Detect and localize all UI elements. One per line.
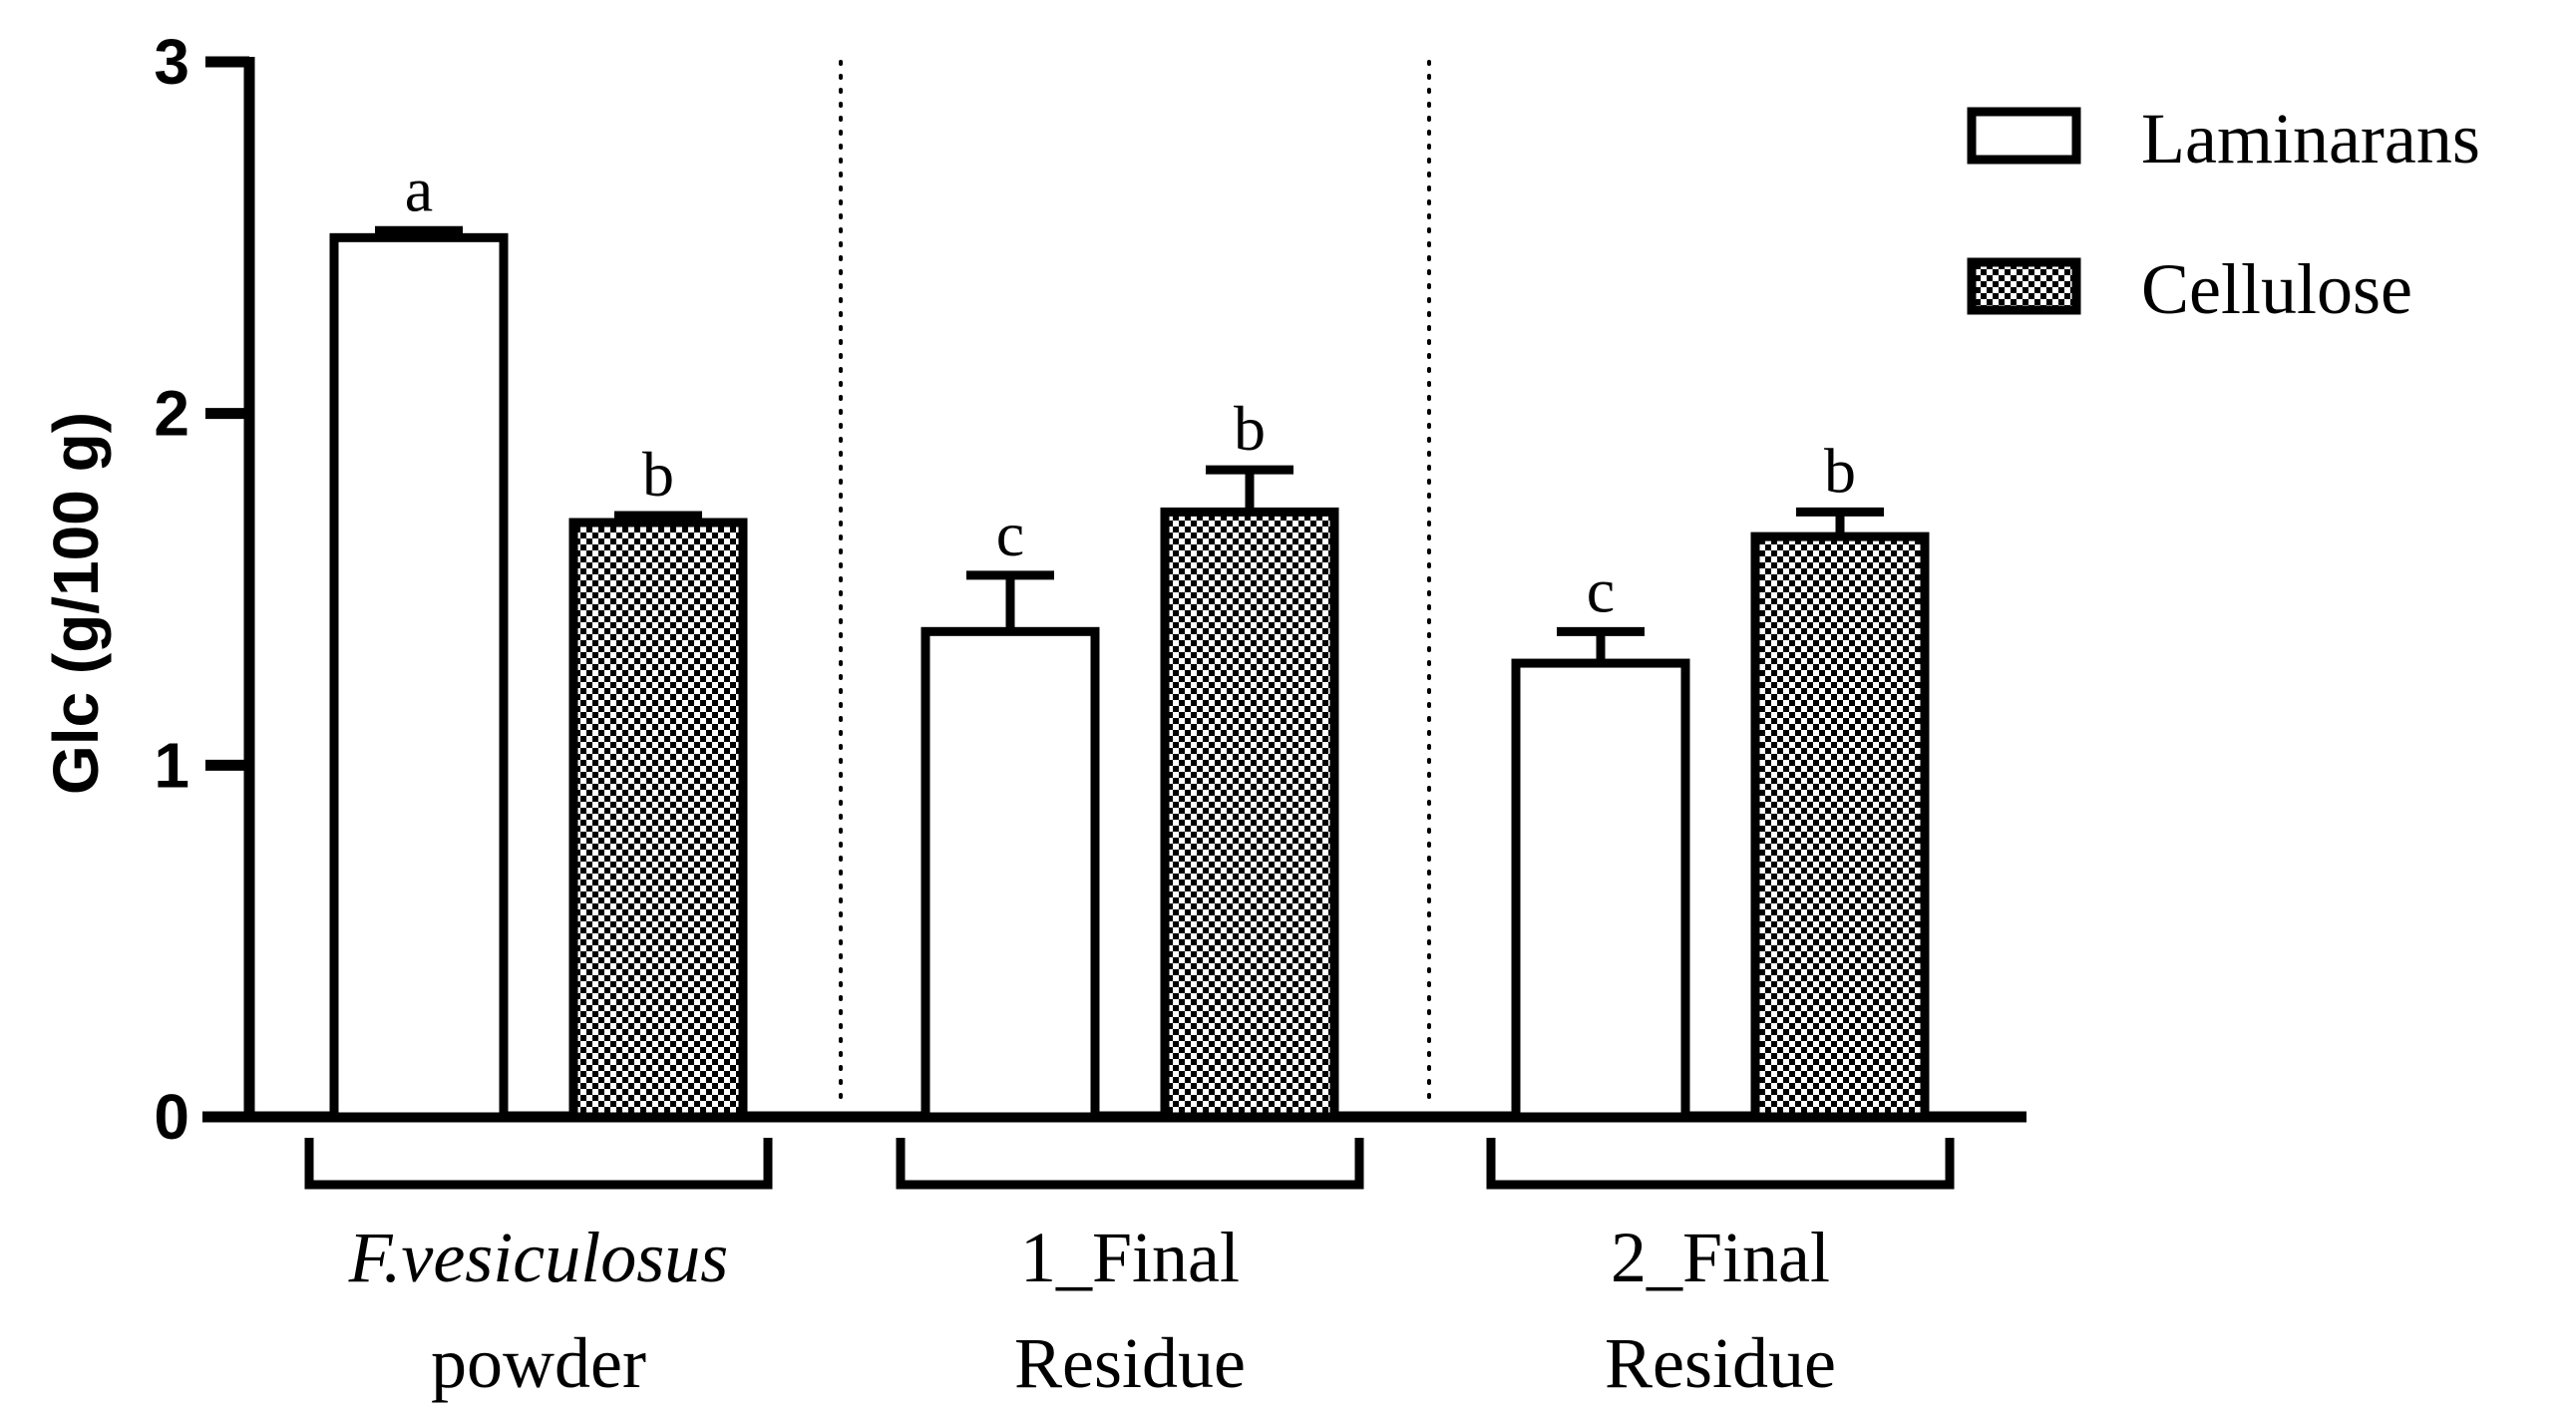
group-label-line: 1_Final: [1020, 1218, 1240, 1297]
group-bracket: [304, 1138, 773, 1190]
bar-cellulose: [568, 518, 748, 1122]
bar-cellulose: [1750, 532, 1930, 1122]
bar-laminarans: [329, 232, 509, 1122]
group-bracket: [1486, 1138, 1955, 1190]
y-tick-label: 2: [154, 378, 189, 450]
legend: Laminarans Cellulose: [1967, 99, 2480, 329]
significance-letter: c: [1587, 554, 1615, 625]
significance-letter: c: [996, 499, 1024, 569]
group-label-line: F.vesiculosus: [348, 1218, 729, 1297]
significance-letter: b: [1824, 435, 1856, 506]
significance-letter: a: [405, 154, 433, 224]
significance-letter: b: [1234, 393, 1266, 464]
legend-label-laminarans: Laminarans: [2141, 99, 2480, 178]
group-label-line: 2_Final: [1611, 1218, 1830, 1297]
y-axis-ticks: 0 1 2 3: [154, 26, 249, 1153]
bar-laminarans: [1511, 658, 1690, 1122]
group-label-line: Residue: [1605, 1323, 1836, 1403]
bar-cellulose: [1160, 507, 1339, 1122]
y-tick-label: 1: [154, 729, 189, 801]
y-tick-label: 3: [154, 26, 189, 98]
bar-laminarans: [920, 626, 1100, 1122]
group-bracket: [896, 1138, 1364, 1190]
group-labels: F.vesiculosus powder 1_Final Residue 2_Final…: [304, 1138, 1955, 1403]
group-label-line: Residue: [1014, 1323, 1246, 1403]
legend-swatch-cellulose: [1967, 257, 2081, 315]
bars-layer: a c c b b b: [329, 154, 1930, 1122]
legend-label-cellulose: Cellulose: [2141, 249, 2412, 329]
group-label-line: powder: [431, 1323, 646, 1403]
legend-swatch-laminarans: [1967, 107, 2081, 165]
significance-letter: b: [642, 439, 674, 510]
y-tick-label: 0: [154, 1081, 189, 1153]
y-axis-title: Glc (g/100 g): [40, 412, 112, 795]
